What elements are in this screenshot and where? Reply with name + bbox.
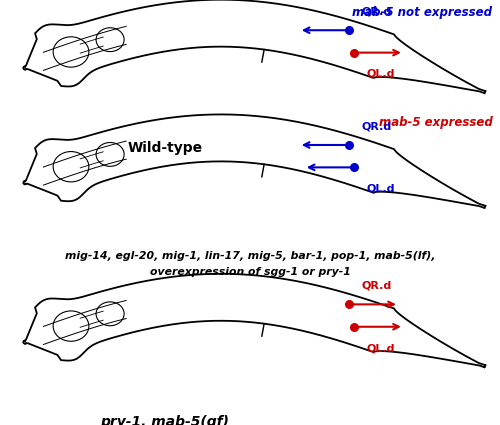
Text: Wild-type: Wild-type [128,141,202,155]
Text: QL.d: QL.d [366,184,395,194]
Text: QR.d: QR.d [362,121,392,131]
Text: QL.d: QL.d [366,343,395,353]
Text: QL.d: QL.d [366,69,395,79]
Text: mab-5 expressed: mab-5 expressed [379,116,492,129]
Text: pry-1, mab-5(gf): pry-1, mab-5(gf) [100,415,230,425]
Text: overexpression of sgg-1 or pry-1: overexpression of sgg-1 or pry-1 [150,267,350,277]
Text: QR.d: QR.d [362,280,392,291]
Text: QR.d: QR.d [362,6,392,17]
Text: mab-5 not expressed: mab-5 not expressed [352,6,492,20]
Text: mig-14, egl-20, mig-1, lin-17, mig-5, bar-1, pop-1, mab-5(lf),: mig-14, egl-20, mig-1, lin-17, mig-5, ba… [65,251,435,261]
